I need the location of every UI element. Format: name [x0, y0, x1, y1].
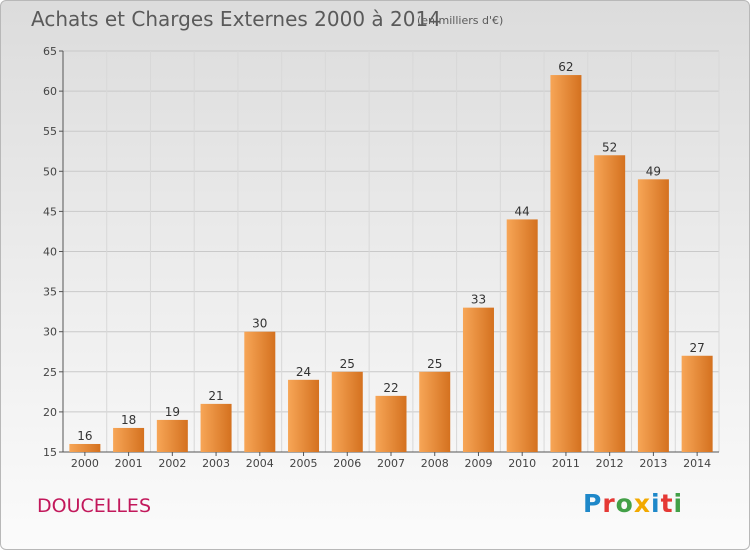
bars — [69, 75, 713, 452]
bar — [594, 155, 626, 452]
x-tick-label: 2002 — [158, 457, 186, 470]
y-tick-label: 50 — [43, 165, 57, 178]
bar — [288, 379, 320, 452]
bar — [681, 355, 713, 452]
x-tick-label: 2007 — [377, 457, 405, 470]
x-tick-label: 2014 — [683, 457, 711, 470]
y-tick-label: 35 — [43, 286, 57, 299]
x-tick-label: 2011 — [552, 457, 580, 470]
data-label: 21 — [208, 389, 223, 403]
y-tick-label: 40 — [43, 246, 57, 259]
bar — [375, 395, 407, 452]
y-tick-label: 30 — [43, 326, 57, 339]
data-label: 27 — [689, 341, 704, 355]
data-label: 16 — [77, 429, 92, 443]
y-tick-label: 55 — [43, 125, 57, 138]
x-tick-label: 2008 — [421, 457, 449, 470]
chart-title: Achats et Charges Externes 2000 à 2014 — [31, 7, 441, 31]
bar — [113, 427, 145, 452]
bar — [550, 75, 582, 452]
bar — [331, 371, 363, 452]
y-tick-label: 45 — [43, 205, 57, 218]
x-tick-label: 2009 — [464, 457, 492, 470]
y-tick-label: 20 — [43, 406, 57, 419]
chart-unit: (en milliers d'€) — [417, 14, 504, 27]
bar — [156, 419, 188, 452]
data-label: 18 — [121, 413, 136, 427]
y-tick-label: 25 — [43, 366, 57, 379]
data-label: 33 — [471, 293, 486, 307]
x-tick-label: 2000 — [71, 457, 99, 470]
data-label: 24 — [296, 365, 311, 379]
y-tick-label: 65 — [43, 45, 57, 58]
data-label: 25 — [427, 357, 442, 371]
labels: 16 2000 18 2001 19 2002 21 2003 30 2004 24 2005 25 20… — [71, 60, 711, 470]
bar — [244, 331, 276, 452]
bar — [419, 371, 451, 452]
x-tick-label: 2004 — [246, 457, 274, 470]
data-label: 44 — [515, 204, 530, 218]
x-tick-label: 2003 — [202, 457, 230, 470]
x-tick-label: 2013 — [639, 457, 667, 470]
data-label: 22 — [383, 381, 398, 395]
data-label: 19 — [165, 405, 180, 419]
proxiti-logo: Proxiti — [583, 489, 684, 518]
data-label: 49 — [646, 164, 661, 178]
bar — [462, 307, 494, 452]
bar — [69, 443, 101, 452]
x-tick-label: 2006 — [333, 457, 361, 470]
data-label: 62 — [558, 60, 573, 74]
bar — [637, 179, 669, 452]
x-tick-label: 2001 — [115, 457, 143, 470]
data-label: 30 — [252, 317, 267, 331]
data-label: 52 — [602, 140, 617, 154]
y-tick-label: 60 — [43, 85, 57, 98]
data-label: 25 — [340, 357, 355, 371]
x-tick-label: 2005 — [290, 457, 318, 470]
bar — [506, 219, 538, 452]
axes: 15 20 25 30 35 40 45 50 55 60 65 — [43, 45, 719, 459]
x-tick-label: 2012 — [596, 457, 624, 470]
bar — [200, 403, 232, 452]
commune-name: DOUCELLES — [37, 495, 151, 517]
x-tick-label: 2010 — [508, 457, 536, 470]
y-tick-label: 15 — [43, 446, 57, 459]
